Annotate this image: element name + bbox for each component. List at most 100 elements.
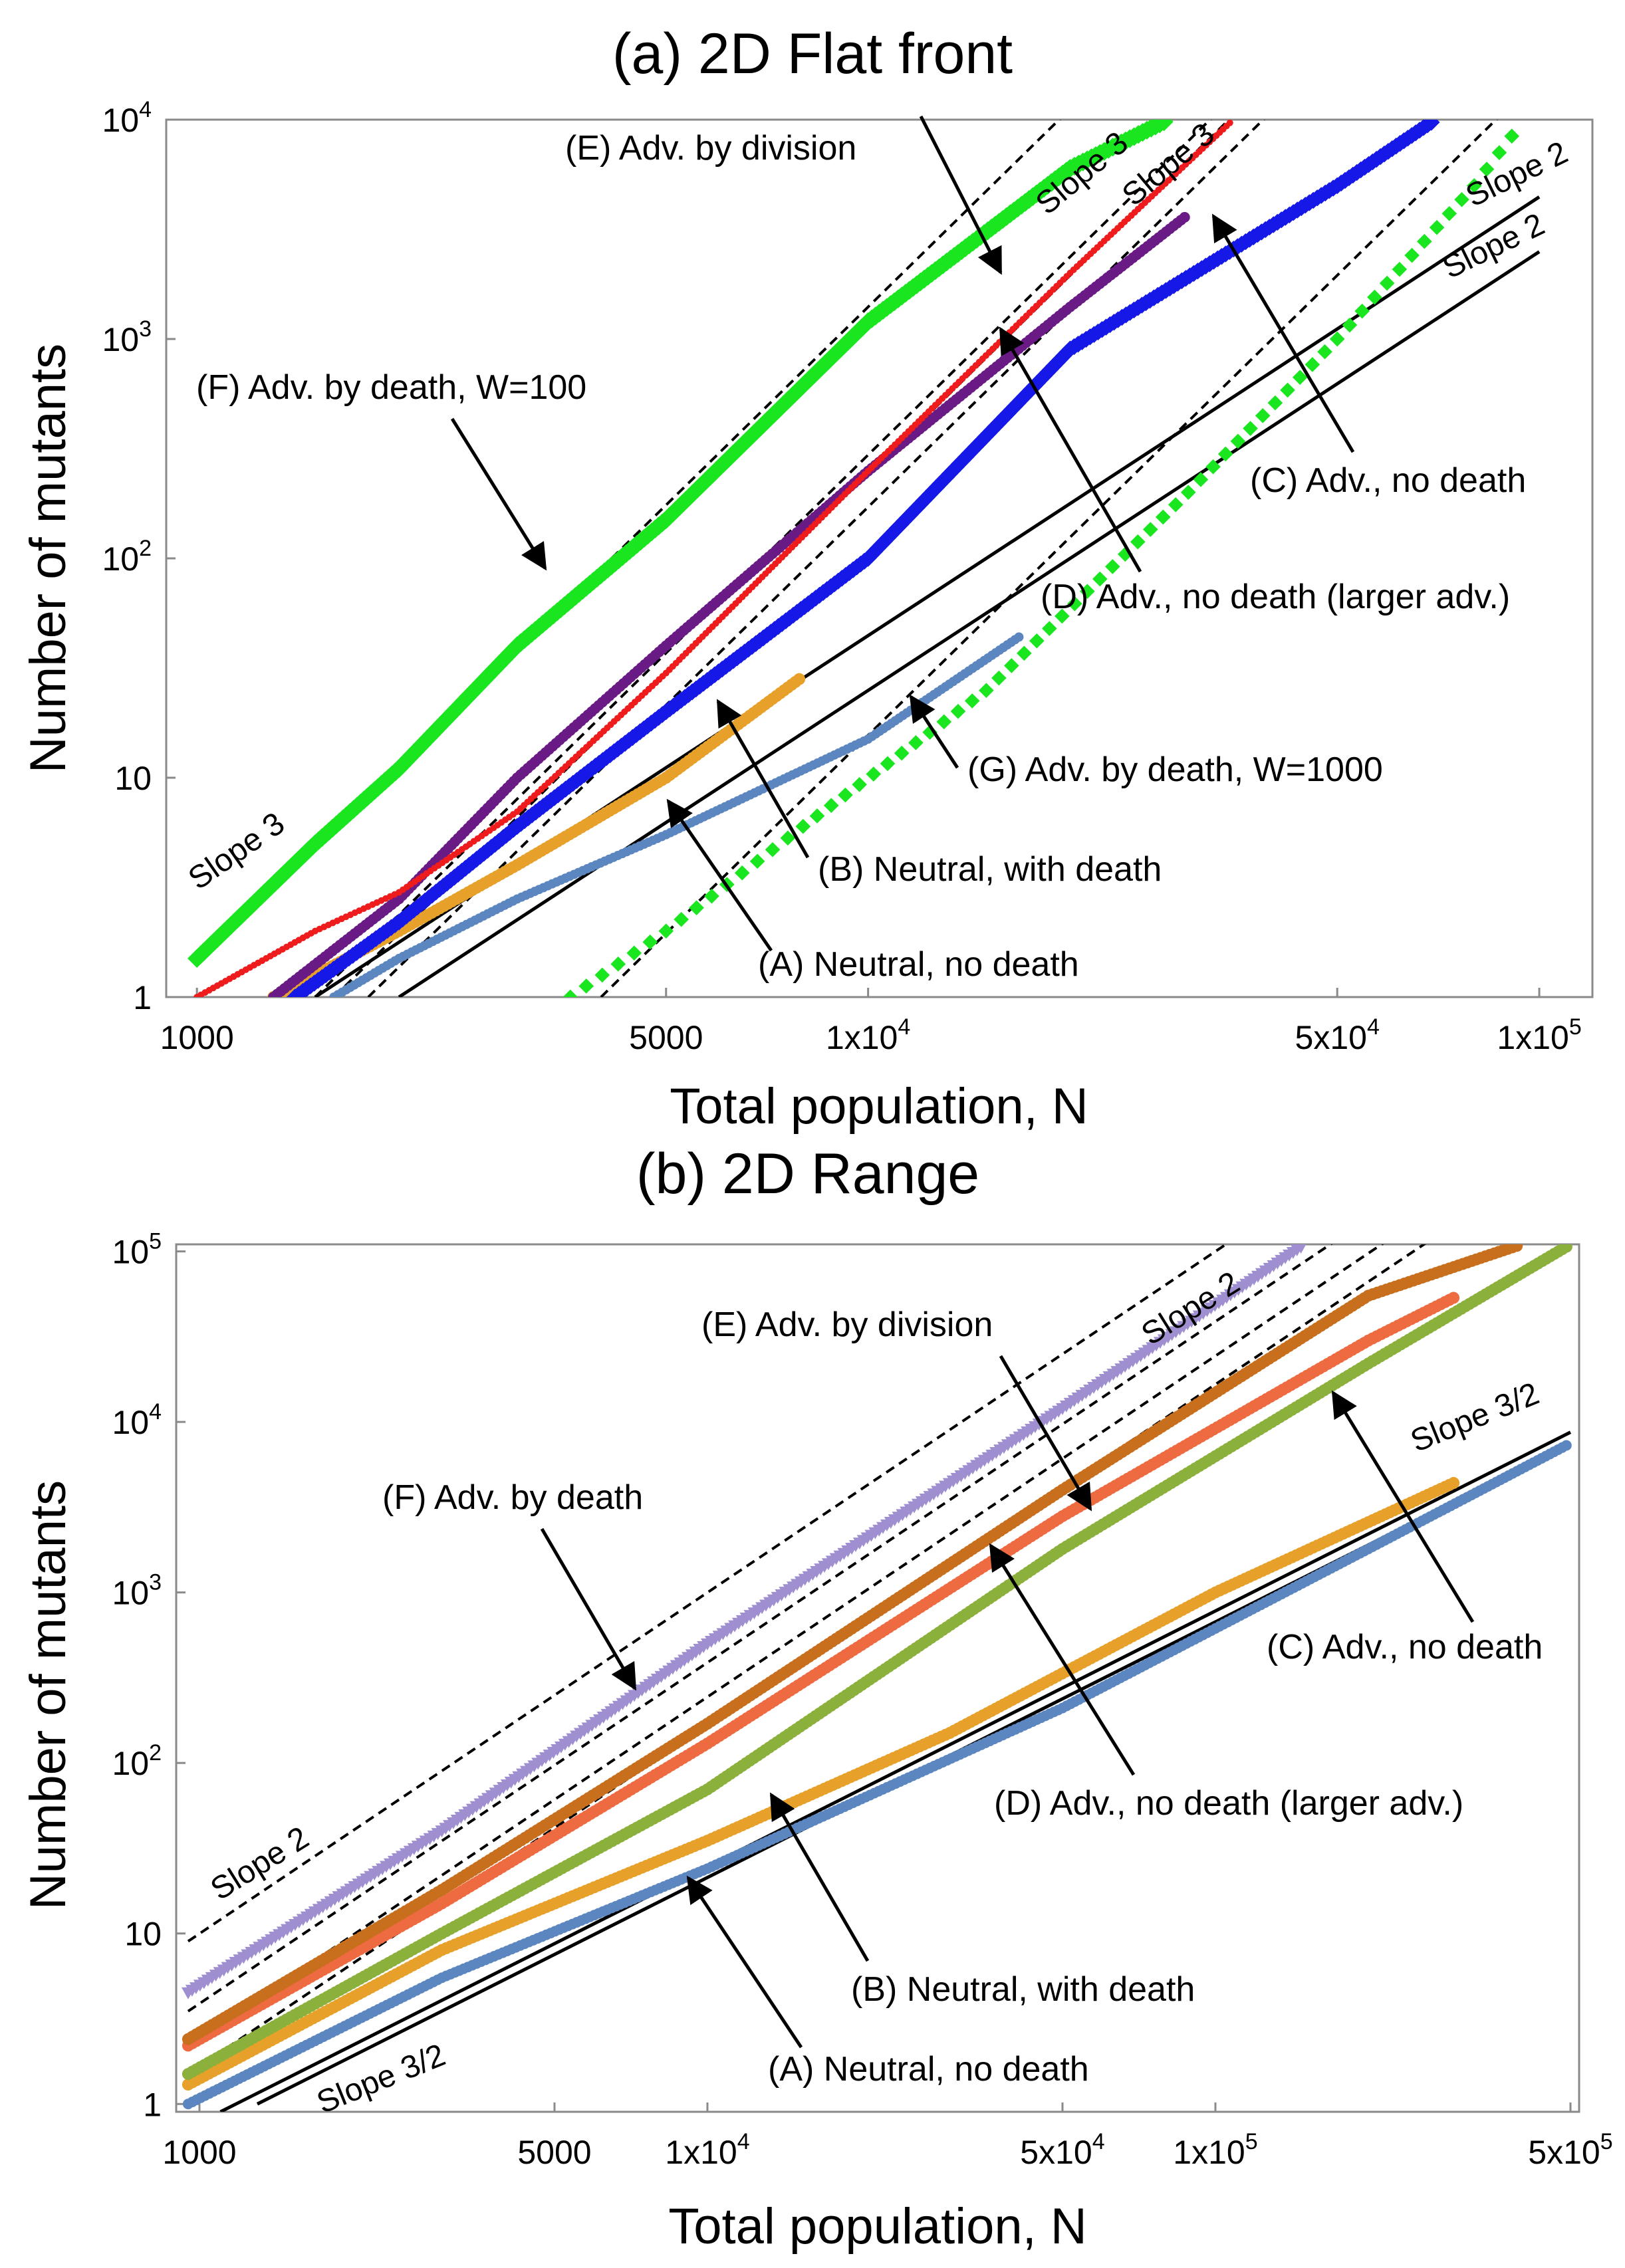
chart-a-slope-label: Slope 3	[1029, 125, 1135, 221]
series-b-3	[182, 1244, 1572, 2081]
data-point	[1230, 433, 1246, 449]
chart-b-frame	[175, 1243, 1580, 2113]
data-point	[1305, 357, 1320, 372]
arrow-b-adv-division	[999, 1355, 1092, 1512]
slope-guide-dashed	[187, 1244, 1384, 2047]
chart-b-ytick-label: 103	[112, 1570, 162, 1612]
data-point	[1367, 289, 1382, 305]
data-point	[894, 745, 910, 761]
data-point	[1561, 1440, 1572, 1451]
arrow-a-neutral-no-death	[666, 798, 773, 952]
data-point	[1142, 522, 1158, 537]
data-point	[1130, 534, 1146, 550]
chart-b-ytick-label: 102	[112, 1740, 162, 1782]
chart-b-xtick-label: 1000	[162, 2134, 236, 2171]
data-point	[1017, 645, 1032, 661]
data-point	[1226, 120, 1233, 126]
data-point	[1092, 571, 1108, 587]
chart-b-ytick-label: 1	[143, 2086, 162, 2123]
chart-b-xtick-label: 5x105	[1528, 2129, 1612, 2171]
arrow-a-adv-larger	[999, 326, 1142, 573]
data-point	[594, 967, 610, 983]
slope-guide-dashed	[187, 1244, 1333, 2013]
annotation-a-adv-larger: (D) Adv., no death (larger adv.)	[1041, 578, 1510, 616]
data-point	[838, 787, 853, 803]
arrow-a-adv-death-w100	[450, 417, 547, 571]
chart-b-series	[181, 1244, 1572, 2110]
series-b-1	[182, 1440, 1572, 2110]
data-point	[1193, 472, 1209, 487]
chart-a-slope-label: Slope 2	[1461, 135, 1574, 214]
chart-b-ytick-label: 104	[112, 1399, 162, 1441]
data-point	[866, 766, 882, 782]
annotation-a-adv-division: (E) Adv. by division	[565, 129, 856, 168]
data-point	[1067, 596, 1082, 612]
annotation-b-adv-division: (E) Adv. by division	[701, 1305, 993, 1344]
chart-a-xtick-label: 1000	[160, 1019, 234, 1056]
series-a-7	[562, 128, 1520, 997]
data-point	[1466, 178, 1482, 193]
data-point	[880, 756, 896, 772]
data-point	[795, 818, 811, 834]
slope-guide-dashed	[600, 120, 1498, 997]
data-point	[1217, 446, 1233, 462]
data-point	[578, 978, 594, 994]
chart-a-title: (a) 2D Flat front	[612, 22, 1013, 86]
arrow-a-adv-death-w1000	[909, 694, 959, 769]
arrow-a-adv-division	[919, 115, 1003, 275]
data-point	[979, 683, 994, 698]
annotation-b-neutral-no-death: (A) Neutral, no death	[768, 2050, 1089, 2089]
data-point	[1292, 370, 1308, 385]
data-point	[734, 865, 750, 881]
chart-b: (b) 2D Range 1000 5000 1x104 5x104 1x105 5x10…	[20, 1142, 1613, 2255]
slope-guide-dashed	[367, 120, 1265, 997]
slope-guide-dashed	[314, 120, 1212, 997]
data-point	[1511, 1244, 1523, 1252]
data-point	[1080, 584, 1095, 599]
chart-b-ylabel: Number of mutants	[20, 1480, 76, 1910]
data-point	[1417, 233, 1432, 249]
data-point	[642, 934, 658, 950]
slope-guide-solid	[219, 1430, 1572, 2112]
chart-a-xtick-label: 1x105	[1497, 1014, 1581, 1056]
data-point	[950, 703, 966, 719]
chart-a-ytick-label: 103	[102, 316, 152, 358]
data-point	[1404, 247, 1420, 263]
data-point	[1454, 191, 1469, 207]
series-a-1	[329, 632, 1024, 997]
annotation-a-adv-death-w1000: (G) Adv. by death, W=1000	[967, 750, 1383, 789]
chart-b-slope-label: Slope 3/2	[1406, 1376, 1544, 1459]
arrow-a-neutral-with-death	[716, 699, 810, 859]
chart-b-slope-label: Slope 2	[1136, 1265, 1246, 1352]
data-point	[1447, 1477, 1460, 1490]
annotation-b-adv-death: (F) Adv. by death	[382, 1478, 643, 1517]
data-point	[765, 842, 781, 857]
annotation-a-adv-death-w100: (F) Adv. by death, W=100	[196, 368, 586, 407]
arrow-b-adv-death	[540, 1528, 637, 1691]
data-point	[1504, 128, 1520, 144]
data-point	[1155, 509, 1171, 525]
chart-a-ytick-label: 10	[114, 760, 152, 797]
data-point	[1205, 459, 1221, 475]
chart-b-ticks: 1000 5000 1x104 5x104 1x105 5x105 1 10 102 103 104…	[112, 1229, 1612, 2171]
slope-guide-dashed	[187, 1244, 1229, 1943]
data-point	[1267, 395, 1283, 411]
annotation-a-adv-no-death: (C) Adv., no death	[1250, 461, 1526, 500]
data-point	[1255, 408, 1271, 423]
chart-b-ytick-label: 10	[124, 1916, 162, 1953]
chart-b-xtick-label: 5000	[517, 2134, 591, 2171]
chart-a-ylabel: Number of mutants	[20, 344, 76, 773]
chart-a-xlabel: Total population, N	[670, 1078, 1088, 1135]
data-point	[1429, 219, 1445, 235]
chart-a-ticks: 1000 5000 1x104 5x104 1x105 1 10 102 103 104	[102, 97, 1581, 1056]
data-point	[1295, 1244, 1307, 1254]
data-point	[1243, 421, 1258, 436]
chart-a-xtick-label: 5000	[629, 1019, 703, 1056]
chart-a-ytick-label: 102	[102, 536, 152, 578]
data-point	[674, 911, 689, 927]
chart-a-xtick-label: 1x104	[826, 1014, 910, 1056]
arrow-a-adv-no-death	[1211, 213, 1355, 453]
data-point	[1491, 145, 1507, 160]
annotation-a-neutral-with-death: (B) Neutral, with death	[818, 850, 1162, 889]
